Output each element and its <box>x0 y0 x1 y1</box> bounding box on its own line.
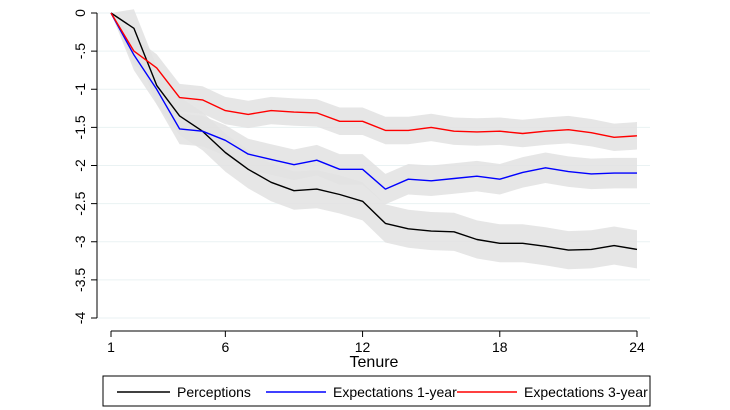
band-expectations-1-year <box>111 13 637 205</box>
series-line-expectations-1-year <box>110 12 637 190</box>
legend: Perceptions Expectations 1-year Expectatio… <box>102 375 651 407</box>
series-line-perceptions <box>110 12 638 251</box>
y-tick-label: -3 <box>72 235 88 248</box>
y-tick-label: 0 <box>72 9 88 17</box>
y-tick-label: -3.5 <box>72 268 88 292</box>
band-expectations-3-year <box>111 13 637 151</box>
y-tick-label: -1 <box>72 83 88 96</box>
x-tick-label: 12 <box>355 339 371 355</box>
y-tick-label: -1.5 <box>72 115 88 139</box>
y-tick-label: -2.5 <box>72 191 88 215</box>
axes: 0 -.5 -1 -1.5 -2 -2.5 -3 -3.5 -4 1 6 12 18 24 <box>72 9 645 355</box>
series-lines <box>110 12 638 251</box>
legend-label-expectations-3-year: Expectations 3-year <box>524 384 648 400</box>
x-tick-label: 18 <box>492 339 508 355</box>
confidence-bands <box>111 9 637 270</box>
series-line-expectations-3-year <box>110 12 638 139</box>
x-tick-label: 6 <box>221 339 229 355</box>
x-axis-title: Tenure <box>350 354 399 371</box>
x-tick-label: 1 <box>107 339 115 355</box>
y-tick-label: -4 <box>72 312 88 325</box>
x-tick-label: 24 <box>629 339 645 355</box>
legend-label-perceptions: Perceptions <box>177 384 251 400</box>
y-tick-label: -.5 <box>72 43 88 60</box>
y-tick-label: -2 <box>72 159 88 172</box>
legend-label-expectations-1-year: Expectations 1-year <box>333 384 457 400</box>
legend-box <box>102 375 651 407</box>
